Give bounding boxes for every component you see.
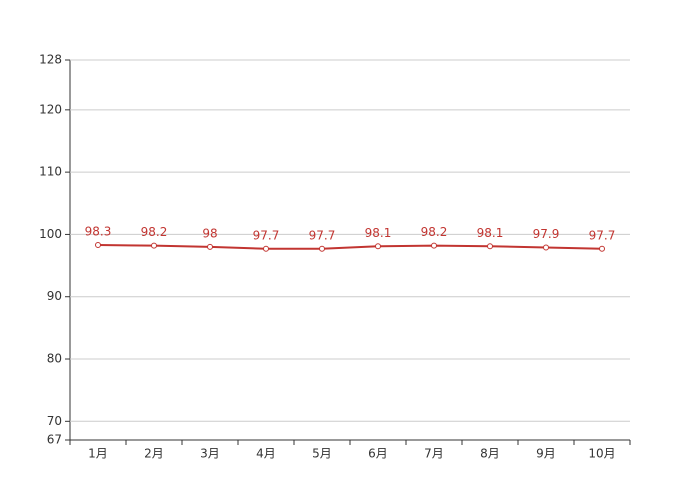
- data-label: 97.7: [253, 228, 280, 242]
- data-label: 98.3: [85, 225, 112, 239]
- data-label: 97.7: [309, 228, 336, 242]
- data-label: 98.2: [421, 225, 448, 239]
- data-label: 98.2: [141, 225, 168, 239]
- data-label: 97.9: [533, 227, 560, 241]
- y-tick-label: 110: [39, 165, 62, 179]
- y-tick-label: 80: [47, 352, 62, 366]
- data-point: [207, 243, 213, 250]
- series-line: [97, 244, 603, 250]
- data-point: [543, 244, 549, 251]
- data-label: 98.1: [365, 226, 392, 240]
- y-tick-label: 70: [47, 414, 62, 428]
- data-label: 97.7: [589, 228, 616, 242]
- data-point: [599, 245, 605, 252]
- data-point: [487, 243, 493, 250]
- y-tick-label: 120: [39, 102, 62, 116]
- data-point: [151, 242, 157, 249]
- x-tick-label: 3月: [200, 447, 220, 461]
- x-tick-label: 10月: [588, 447, 615, 461]
- x-tick-label: 8月: [480, 447, 500, 461]
- x-tick-label: 7月: [424, 447, 444, 461]
- x-tick-label: 4月: [256, 447, 276, 461]
- data-label: 98.1: [477, 226, 504, 240]
- data-point: [263, 245, 269, 252]
- y-tick-label: 90: [47, 289, 62, 303]
- x-tick-label: 6月: [368, 447, 388, 461]
- data-point: [319, 245, 325, 252]
- data-label: 98: [202, 226, 217, 240]
- x-tick-label: 9月: [536, 447, 556, 461]
- x-tick-label: 5月: [312, 447, 332, 461]
- x-tick-label: 1月: [88, 447, 108, 461]
- x-tick-label: 2月: [144, 447, 164, 461]
- y-tick-label: 67: [47, 433, 62, 447]
- y-tick-label: 100: [39, 227, 62, 241]
- data-point: [95, 242, 101, 249]
- data-point: [375, 243, 381, 250]
- y-tick-label: 128: [39, 53, 62, 67]
- data-point: [431, 242, 437, 249]
